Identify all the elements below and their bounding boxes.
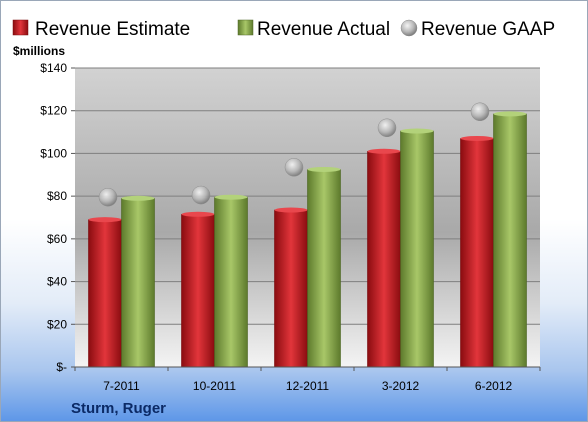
- revenue-gaap-marker: [377, 118, 397, 138]
- y-tick-label: $80: [47, 189, 67, 203]
- legend-label-revenue-gaap: Revenue GAAP: [421, 19, 555, 40]
- revenue-actual-bar-cap: [214, 194, 248, 200]
- revenue-actual-bar-cap: [493, 111, 527, 117]
- revenue-gaap-marker: [284, 158, 304, 177]
- revenue-actual-bar: [493, 113, 527, 368]
- revenue-estimate-bar-cap: [367, 148, 401, 154]
- x-tick-label: 6-2012: [475, 379, 513, 393]
- legend-swatch-revenue-actual: [237, 19, 254, 36]
- x-tick-label: 10-2011: [193, 379, 236, 393]
- revenue-gaap-marker: [470, 102, 490, 122]
- legend-marker-revenue-gaap: [400, 19, 418, 37]
- gaap-markers: [98, 102, 490, 207]
- legend-swatch-revenue-estimate: [12, 19, 29, 36]
- y-tick-label: $60: [47, 232, 67, 246]
- x-tick-label: 3-2012: [382, 379, 420, 393]
- revenue-actual-bar: [214, 196, 248, 368]
- x-axis-ticks: 7-2011 10-2011 12-2011 3-2012 6-2012: [74, 367, 541, 393]
- revenue-estimate-bar: [274, 209, 308, 368]
- revenue-estimate-bar-cap: [274, 207, 308, 213]
- revenue-actual-bar: [307, 169, 341, 368]
- y-tick-label: $40: [47, 275, 67, 289]
- y-tick-label: $140: [40, 61, 67, 75]
- y-tick-label: $-: [56, 360, 67, 374]
- company-name: Sturm, Ruger: [71, 400, 166, 417]
- revenue-estimate-bar-cap: [460, 135, 494, 141]
- revenue-estimate-bar: [181, 213, 215, 368]
- x-tick-label: 7-2011: [103, 379, 140, 393]
- bars: [88, 111, 527, 368]
- y-axis-ticks: $- $20 $40 $60 $80 $100 $120 $140: [40, 61, 75, 374]
- revenue-gaap-marker: [191, 185, 211, 205]
- legend-label-revenue-estimate: Revenue Estimate: [35, 19, 190, 40]
- y-tick-label: $100: [40, 146, 67, 160]
- revenue-estimate-bar-cap: [181, 211, 215, 217]
- revenue-actual-bar: [400, 130, 434, 368]
- legend: Revenue Estimate Revenue Actual Revenue …: [12, 19, 555, 40]
- revenue-actual-bar-cap: [307, 166, 341, 172]
- revenue-estimate-bar: [367, 150, 401, 368]
- revenue-actual-bar-cap: [400, 128, 434, 134]
- revenue-estimate-bar: [460, 138, 494, 368]
- legend-label-revenue-actual: Revenue Actual: [257, 19, 390, 40]
- x-tick-label: 12-2011: [286, 379, 329, 393]
- y-axis-unit-label: $millions: [13, 44, 65, 58]
- revenue-gaap-marker: [98, 187, 118, 207]
- revenue-estimate-bar: [88, 219, 122, 368]
- y-tick-label: $120: [40, 104, 67, 118]
- y-tick-label: $20: [47, 317, 67, 331]
- revenue-estimate-bar-cap: [88, 217, 122, 223]
- revenue-actual-bar: [121, 197, 155, 368]
- revenue-actual-bar-cap: [121, 195, 155, 201]
